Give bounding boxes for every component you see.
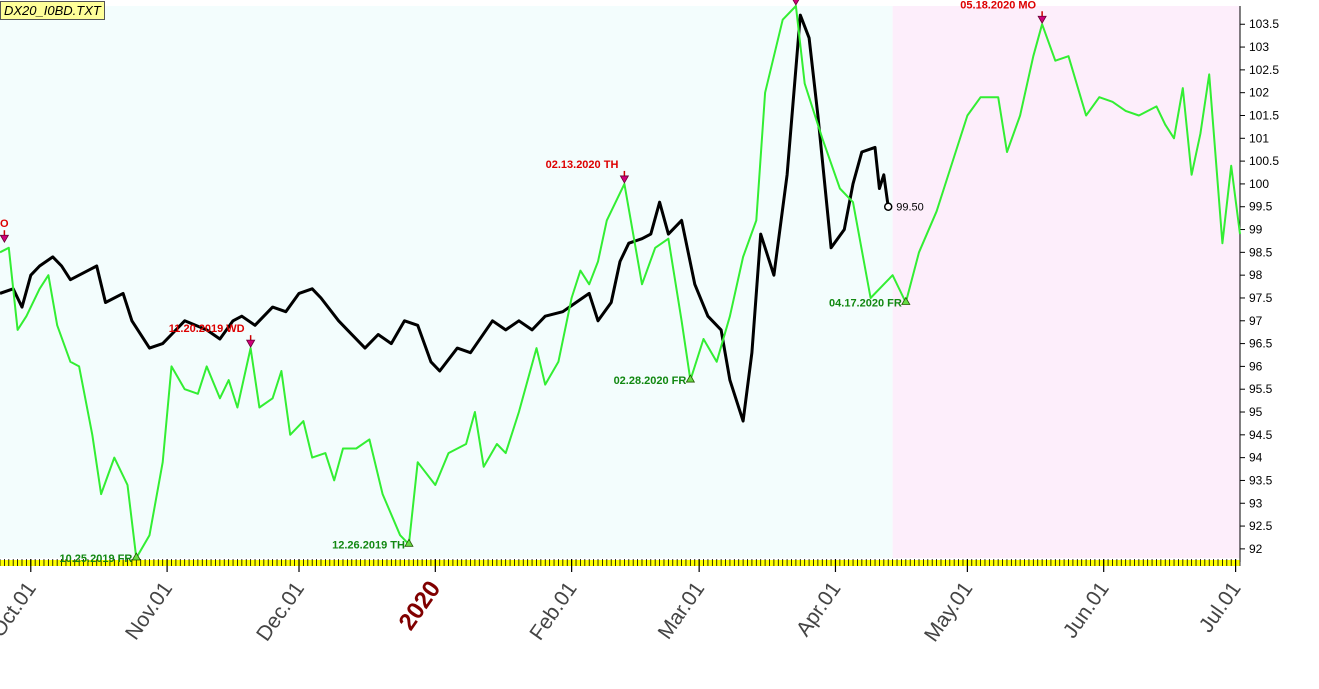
y-tick-label: 103 (1249, 40, 1269, 54)
x-month-label: Jul.01 (1195, 578, 1246, 637)
high-marker-arrow (0, 234, 10, 244)
shaded-regions (0, 6, 1240, 558)
y-tick-label: 92.5 (1249, 519, 1273, 533)
y-tick-label: 95.5 (1249, 382, 1273, 396)
y-tick-label: 102 (1249, 86, 1269, 100)
high-marker-arrow (619, 175, 630, 184)
y-tick-label: 101 (1249, 131, 1269, 145)
y-tick-label: 95 (1249, 405, 1263, 419)
series-line-1 (0, 13, 890, 423)
low-label: 02.28.2020 FR (614, 375, 687, 387)
low-marker-arrow (404, 538, 414, 547)
series-lines: 99.50 (0, 5, 1241, 559)
high-label: 02.13.2020 TH (546, 159, 619, 171)
low-label: 04.17.2020 FR (829, 298, 902, 310)
low-label: 10.25.2019 FR (60, 553, 133, 565)
y-tick-label: 100.5 (1249, 154, 1279, 168)
y-tick-label: 99.5 (1249, 200, 1273, 214)
y-tick-label: 96 (1249, 359, 1263, 373)
y-tick-label: 102.5 (1249, 63, 1279, 77)
y-tick-label: 93.5 (1249, 473, 1273, 487)
last-value-marker (883, 202, 893, 211)
y-tick-label: 94 (1249, 451, 1263, 465)
y-tick-label: 97.5 (1249, 291, 1273, 305)
y-tick-label: 93 (1249, 496, 1263, 510)
low-marker-arrow (901, 296, 911, 305)
low-marker-arrow (131, 552, 142, 561)
x-month-label: 2020 (393, 576, 446, 635)
x-month-label: Oct.01 (0, 578, 41, 642)
y-tick-label: 100 (1249, 177, 1269, 191)
y-tick-label: 98 (1249, 268, 1263, 282)
y-tick-label: 92 (1249, 542, 1263, 556)
shaded-region-1 (892, 6, 1240, 558)
high-marker-arrow (1037, 15, 1047, 25)
high-label: O (0, 218, 9, 230)
y-tick-label: 101.5 (1249, 108, 1279, 122)
low-label: 12.26.2019 TH (332, 539, 405, 551)
high-label: 05.18.2020 MO (960, 0, 1036, 11)
x-month-label: Dec.01 (252, 578, 309, 646)
x-month-label: Apr.01 (792, 578, 846, 641)
high-marker-arrow (792, 0, 800, 6)
x-month-label: Feb.01 (525, 578, 581, 645)
high-label: 11.20.2019 WD (169, 323, 245, 335)
annotations: O 10.25.2019 FR 11.20.2019 WD 12.26.2019 TH… (0, 0, 1047, 565)
series-line-2 (0, 5, 1241, 559)
low-marker-arrow (685, 374, 696, 383)
high-marker-arrow (245, 339, 256, 348)
y-tick-label: 99 (1249, 223, 1263, 237)
y-tick-label: 98.5 (1249, 245, 1273, 259)
x-month-label: May.01 (920, 578, 977, 646)
shaded-region-0 (0, 6, 893, 558)
y-tick-label: 94.5 (1249, 428, 1273, 442)
last-value-label: 99.50 (896, 202, 924, 214)
x-month-label: Nov.01 (121, 578, 177, 644)
y-tick-label: 97 (1249, 314, 1263, 328)
y-tick-label: 103.5 (1249, 17, 1279, 31)
x-month-label: Mar.01 (654, 578, 710, 644)
chart-title: DX20_I0BD.TXT (0, 1, 105, 20)
x-month-label: Jun.01 (1059, 578, 1114, 643)
y-tick-label: 96.5 (1249, 337, 1273, 351)
